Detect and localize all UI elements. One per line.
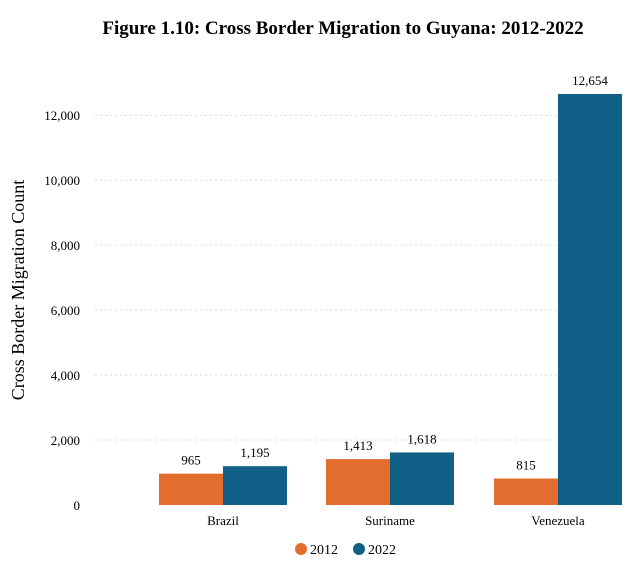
gridlines [95,114,625,441]
bar-brazil-2022 [223,466,287,505]
legend-label-2022: 2022 [368,543,396,558]
bar-suriname-2022 [390,452,454,505]
y-tick-label: 0 [74,498,81,513]
data-labels: 965 1,195 1,413 1,618 815 12,654 [181,73,608,473]
data-label: 815 [516,458,536,473]
chart-title: Figure 1.10: Cross Border Migration to G… [102,18,583,39]
legend: 2012 2022 [295,543,396,558]
x-axis-ticks: Brazil Suriname Venezuela [207,513,585,528]
x-tick-label: Suriname [365,513,415,528]
y-tick-label: 10,000 [44,173,80,188]
bars [159,94,622,505]
x-tick-label: Brazil [207,513,239,528]
legend-marker-2022 [353,543,365,555]
y-tick-label: 8,000 [51,238,80,253]
bar-brazil-2012 [159,473,223,505]
y-axis-ticks: 0 2,000 4,000 6,000 8,000 10,000 12,000 [44,108,80,513]
bar-venezuela-2022 [558,94,622,505]
data-label: 1,195 [240,445,269,460]
y-tick-label: 4,000 [51,368,80,383]
bar-venezuela-2012 [494,478,558,505]
legend-marker-2012 [295,543,307,555]
data-label: 965 [181,453,201,468]
y-tick-label: 2,000 [51,433,80,448]
data-label: 12,654 [572,73,608,88]
x-tick-label: Venezuela [531,513,585,528]
legend-label-2012: 2012 [310,543,338,558]
y-tick-label: 12,000 [44,108,80,123]
data-label: 1,618 [407,431,436,446]
bar-suriname-2012 [326,459,390,505]
data-label: 1,413 [343,438,372,453]
y-tick-label: 6,000 [51,303,80,318]
y-axis-label: Cross Border Migration Count [8,180,28,401]
